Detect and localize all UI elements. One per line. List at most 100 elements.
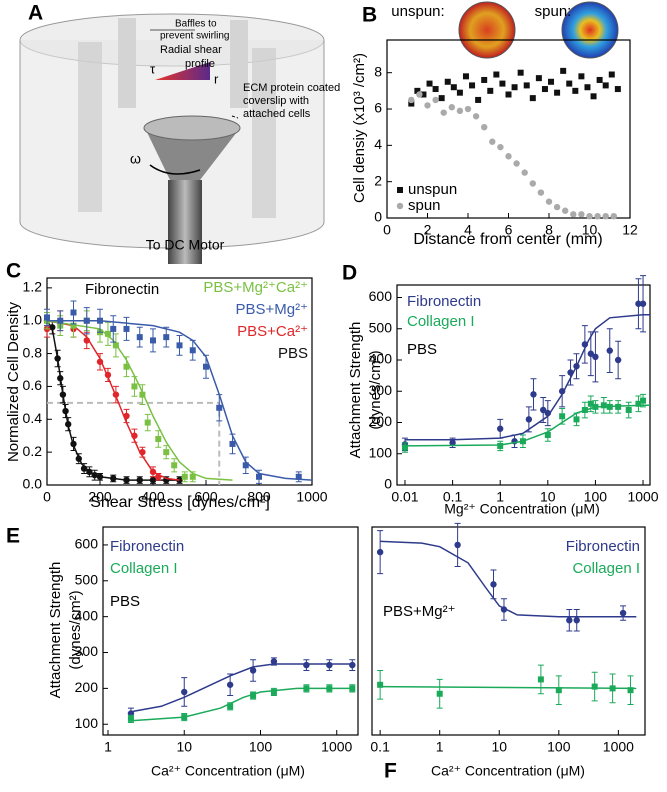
point — [635, 400, 642, 407]
point — [203, 363, 209, 370]
point — [249, 667, 257, 674]
point — [44, 314, 50, 321]
point — [229, 440, 236, 447]
point — [416, 91, 423, 98]
point — [481, 123, 488, 131]
point — [110, 475, 117, 482]
y-tick-label: 400 — [369, 351, 393, 367]
point — [104, 330, 111, 337]
point — [548, 78, 555, 85]
point — [499, 80, 506, 87]
point — [475, 96, 482, 103]
x-tick-label: 400 — [141, 489, 165, 505]
legend-label: PBS+Mg²⁺Ca²⁺ — [203, 279, 308, 296]
point — [519, 438, 526, 445]
point — [464, 105, 472, 113]
point — [163, 449, 170, 456]
point — [578, 73, 585, 80]
diagram-label: profile — [185, 58, 215, 70]
y-tick-label: 100 — [75, 715, 99, 731]
point — [521, 169, 528, 176]
point — [500, 606, 508, 613]
legend-label: spun — [408, 197, 441, 214]
y-tick-label: 600 — [75, 536, 99, 552]
point — [625, 407, 632, 413]
legend-marker — [396, 202, 404, 210]
point — [150, 337, 156, 344]
point — [529, 180, 536, 187]
legend-label: Collagen I — [572, 560, 640, 577]
point — [610, 212, 617, 220]
point — [497, 425, 504, 432]
legend-label: Fibronectin — [566, 538, 640, 555]
x-tick-label: 200 — [88, 489, 112, 505]
diagram-label: ECM protein coated — [243, 82, 340, 94]
panel-label: A — [28, 2, 43, 25]
y-tick-label: 0.0 — [23, 476, 43, 492]
y-tick-label: 8 — [374, 63, 382, 79]
fit-line — [47, 319, 313, 481]
y-tick-label: 6 — [374, 100, 382, 116]
point — [189, 473, 196, 480]
point — [250, 692, 257, 699]
point — [635, 300, 642, 307]
point — [497, 143, 504, 151]
x-tick-label: 1000 — [627, 489, 658, 505]
y-tick-label: 2 — [374, 172, 382, 188]
point — [454, 541, 461, 549]
point — [49, 324, 56, 331]
point — [572, 87, 579, 94]
legend-label: Fibronectin — [110, 538, 184, 555]
legend-label: Collagen I — [110, 560, 178, 577]
legend-label: Fibronectin — [407, 293, 481, 310]
point — [86, 468, 93, 476]
y-tick-label: 0 — [384, 476, 392, 492]
point — [587, 400, 594, 407]
point — [65, 421, 72, 428]
point — [609, 685, 616, 692]
point — [54, 355, 61, 362]
point — [573, 363, 580, 370]
point — [270, 658, 278, 665]
point — [110, 325, 117, 332]
point — [408, 96, 415, 104]
point — [553, 203, 561, 211]
x-tick-label: 6 — [505, 222, 513, 238]
point — [450, 84, 457, 91]
point — [590, 93, 597, 100]
point — [96, 473, 104, 480]
y-tick-label: 0.2 — [23, 443, 43, 459]
y-axis-title: (dynes/cm²) — [67, 590, 84, 669]
point — [216, 404, 223, 411]
point — [189, 347, 196, 354]
point — [591, 683, 598, 690]
diagram-label: Radial shear — [160, 44, 222, 56]
shear-triangle — [155, 62, 210, 80]
panel-label: E — [6, 525, 20, 548]
diagram-label: To DC Motor — [146, 237, 225, 253]
point — [562, 207, 569, 214]
point — [594, 212, 601, 220]
point — [123, 325, 130, 332]
point — [462, 73, 469, 80]
point — [270, 688, 277, 695]
x-tick-label: 12 — [622, 222, 638, 238]
point — [155, 436, 162, 442]
point — [62, 407, 69, 415]
x-tick-label: 10 — [176, 739, 192, 755]
x-tick-label: 0.01 — [391, 489, 418, 505]
panel-label: D — [342, 262, 357, 285]
point — [432, 86, 439, 93]
x-tick-label: 1 — [104, 739, 112, 755]
point — [123, 363, 130, 370]
plot-frame — [396, 284, 651, 486]
point — [444, 78, 451, 85]
point — [181, 473, 188, 480]
point — [525, 416, 533, 423]
point — [401, 444, 408, 451]
point — [592, 353, 599, 361]
y-tick-label: 0.8 — [23, 344, 43, 360]
point — [487, 87, 494, 94]
diagram-label: prevent swirling — [160, 31, 229, 42]
